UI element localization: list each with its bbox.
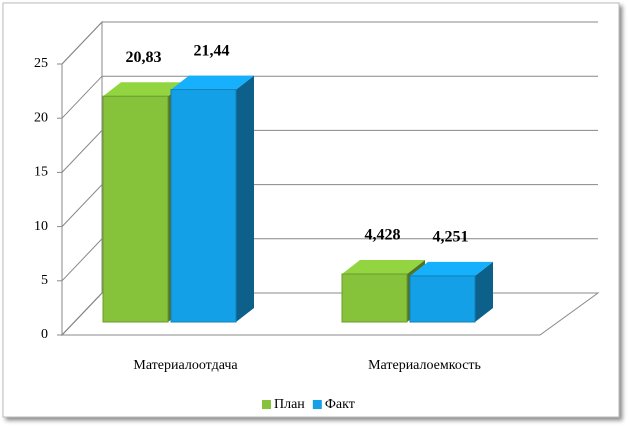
bar (170, 75, 254, 323)
value-label: 4,251 (433, 229, 469, 246)
bar-face (170, 89, 237, 323)
grid-line (61, 75, 598, 119)
bar-face (475, 261, 493, 322)
bar-face (103, 82, 186, 97)
y-tick-label: 10 (34, 219, 48, 234)
y-tick-label: 25 (34, 56, 48, 71)
legend-label: Факт (325, 397, 355, 412)
grid-line (61, 238, 598, 282)
legend-label: План (274, 397, 305, 412)
bar-face (341, 273, 408, 323)
y-tick-label: 5 (41, 273, 48, 288)
bar-face (410, 261, 493, 276)
bar-face (171, 75, 254, 90)
value-label: 4,428 (365, 227, 401, 244)
bar-face (236, 75, 254, 323)
bar-face (102, 95, 169, 323)
grid-line (61, 21, 598, 65)
y-tick-label: 0 (41, 327, 48, 342)
value-label: 20,83 (126, 49, 162, 66)
x-tick-label: Материалоотдача (133, 358, 238, 373)
bar-face (409, 275, 476, 323)
y-tick-label: 15 (34, 165, 48, 180)
grid-line (61, 129, 598, 173)
legend-swatch (262, 400, 271, 409)
bar-face (342, 260, 425, 275)
value-label: 21,44 (194, 42, 230, 59)
legend-swatch (312, 400, 322, 409)
y-tick-label: 20 (34, 110, 48, 125)
bar (409, 261, 493, 323)
x-tick-label: Материалоемкость (368, 358, 481, 373)
chart-frame (2, 2, 620, 418)
grid-line (61, 184, 598, 227)
